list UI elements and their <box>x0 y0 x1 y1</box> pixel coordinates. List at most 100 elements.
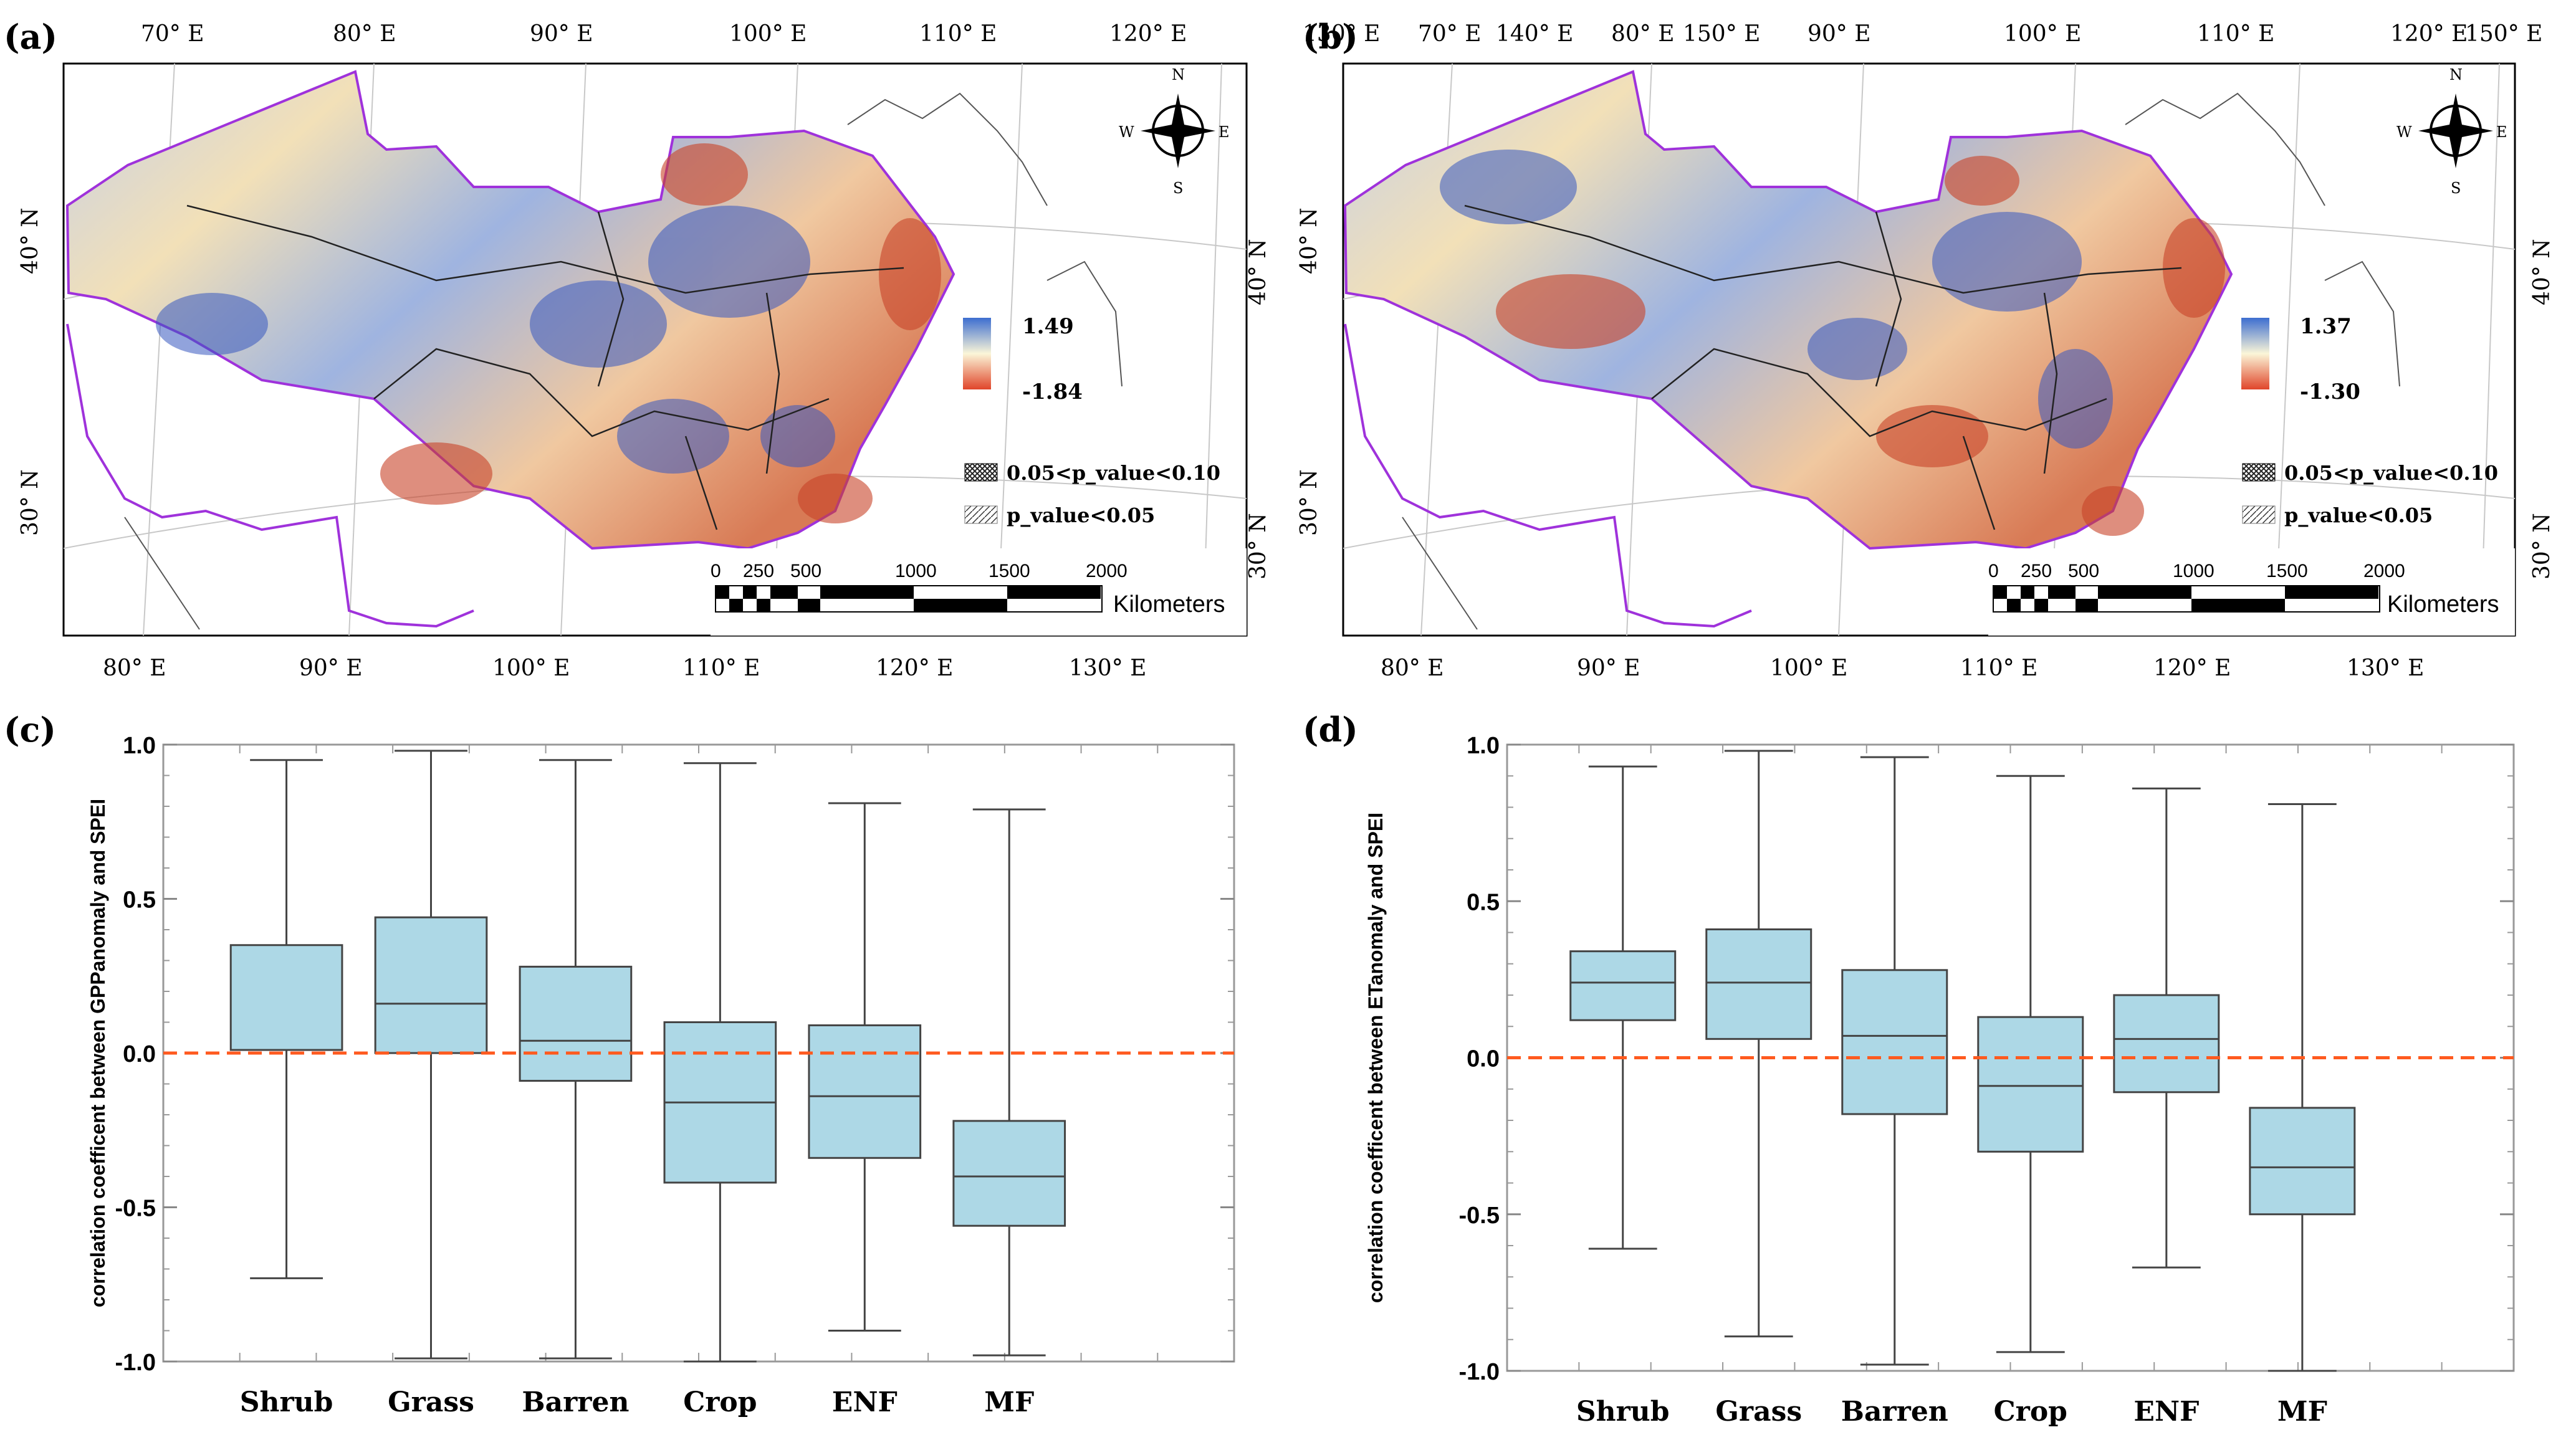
x-category-label: MF <box>2277 1396 2327 1428</box>
map-a-scalebar: 0 250 500 1000 1500 2000 Kilometers <box>711 548 1247 636</box>
scale-a-tick-0: 0 <box>711 561 721 581</box>
legend-b-colorbar <box>2241 318 2269 389</box>
scale-b-unit: Kilometers <box>2387 591 2499 618</box>
y-tick-label: -1.0 <box>1459 1359 1500 1385</box>
lat-b-left-1: 30° N <box>1296 469 1322 536</box>
scale-b-tick-3: 1000 <box>2173 561 2214 581</box>
legend-a-hatch-swatch <box>964 505 998 524</box>
legend-a-sig1: 0.05<p_value<0.10 <box>1007 461 1220 485</box>
lat-a-left-0: 40° N <box>17 207 43 274</box>
compass-a-e: E <box>1219 123 1230 141</box>
panel-label-c: (c) <box>4 710 56 750</box>
lon-b-bottom-1: 90° E <box>1577 656 1640 681</box>
y-tick-label: -0.5 <box>1459 1203 1500 1229</box>
compass-a-n: N <box>1172 66 1185 83</box>
map-a-compass: N S E W <box>1119 66 1230 197</box>
lon-b-top-1: 80° E <box>1611 21 1675 47</box>
lat-a-left-1: 30° N <box>17 469 43 536</box>
box-iqr <box>1841 969 1948 1115</box>
map-b-scalebar: 0 250 500 1000 1500 2000 Kilometers <box>1988 548 2515 636</box>
map-panel-b: (b) <box>1296 17 2555 681</box>
legend-a-sig2: p_value<0.05 <box>1007 503 1155 527</box>
lon-b-top-4: 110° E <box>2197 21 2274 47</box>
lat-a-right-1: 30° N <box>1245 513 1271 579</box>
lat-a-right-0: 40° N <box>1245 239 1271 305</box>
box-enf: ENF <box>808 802 922 1418</box>
map-a-coord-labels: 70° E 80° E 90° E 100° E 110° E 120° E 1… <box>17 21 1760 681</box>
lon-b-top-8: 150° E <box>2465 21 2542 47</box>
box-grass: Grass <box>1705 750 1812 1428</box>
map-b-legend: 1.37 -1.30 0.05<p_value<0.10 p_value<0.0… <box>2241 314 2498 527</box>
lon-a-top-1: 80° E <box>333 21 396 47</box>
lat-b-right-0: 40° N <box>2529 239 2555 305</box>
compass-a-s: S <box>1173 179 1183 197</box>
lon-a-top-6: 130° E <box>1303 21 1380 47</box>
legend-b-min: -1.30 <box>2300 379 2360 404</box>
map-a-blue-patches <box>156 206 835 474</box>
box-iqr <box>229 944 343 1051</box>
box-iqr <box>1569 950 1677 1021</box>
map-b-red-patches <box>1496 156 2225 536</box>
x-category-label: Grass <box>1715 1396 1802 1428</box>
compass-b-e: E <box>2496 123 2507 141</box>
lat-b-right-1: 30° N <box>2529 513 2555 579</box>
compass-b-n: N <box>2449 66 2463 83</box>
scale-b-tick-5: 2000 <box>2363 561 2405 581</box>
box-iqr <box>2113 994 2220 1094</box>
scale-b-tick-0: 0 <box>1988 561 1999 581</box>
y-tick-label: -1.0 <box>115 1350 156 1376</box>
scale-a-tick-3: 1000 <box>895 561 937 581</box>
x-category-label: ENF <box>2133 1396 2199 1428</box>
box-iqr <box>519 965 633 1082</box>
lon-b-bottom-2: 100° E <box>1770 656 1847 681</box>
scale-a-unit: Kilometers <box>1113 591 1225 618</box>
lon-a-bottom-0: 80° E <box>103 656 166 681</box>
legend-b-sig1: 0.05<p_value<0.10 <box>2284 461 2498 485</box>
legend-b-max: 1.37 <box>2300 314 2352 339</box>
box-crop: Crop <box>1977 775 2084 1428</box>
lon-a-bottom-1: 90° E <box>299 656 363 681</box>
map-a-basemap <box>124 92 1123 630</box>
x-category-label: Shrub <box>240 1386 333 1418</box>
scale-a-tick-1: 250 <box>743 561 774 581</box>
box-iqr <box>952 1120 1066 1227</box>
lon-a-bottom-2: 100° E <box>492 656 570 681</box>
legend-a-min: -1.84 <box>1022 379 1083 404</box>
y-tick-label: -0.5 <box>115 1196 156 1222</box>
lon-a-top-3: 100° E <box>729 21 807 47</box>
legend-a-colorbar <box>963 318 991 389</box>
lon-a-top-5: 120° E <box>1109 21 1187 47</box>
x-category-label: Shrub <box>1576 1396 1670 1428</box>
y-axis-title: correlation coefficent between ETanomaly… <box>1364 813 1387 1303</box>
box-crop: Crop <box>663 762 777 1418</box>
scale-b-tick-4: 1500 <box>2266 561 2308 581</box>
legend-b-sig2: p_value<0.05 <box>2284 503 2433 527</box>
map-a-legend: 1.49 -1.84 0.05<p_value<0.10 p_value<0.0… <box>963 314 1220 527</box>
panel-a-label: (a) <box>4 17 57 57</box>
x-category-label: Grass <box>388 1386 474 1418</box>
scale-a-tick-5: 2000 <box>1086 561 1128 581</box>
box-iqr <box>374 916 488 1054</box>
legend-a-crosshatch-swatch <box>964 463 998 482</box>
lon-b-bottom-5: 130° E <box>2347 656 2424 681</box>
lon-a-bottom-3: 110° E <box>682 656 760 681</box>
lon-a-top-8: 150° E <box>1683 21 1760 47</box>
box-mf: MF <box>2249 803 2356 1428</box>
y-tick-label: 0.0 <box>123 1041 156 1067</box>
map-a-admin-lines <box>186 204 904 530</box>
map-a-red-patches <box>380 143 941 523</box>
lon-a-top-7: 140° E <box>1496 21 1573 47</box>
panel-label-d: (d) <box>1303 710 1358 750</box>
legend-a-max: 1.49 <box>1022 314 1074 339</box>
legend-b-hatch-swatch <box>2242 505 2276 524</box>
lon-b-bottom-0: 80° E <box>1381 656 1444 681</box>
boxplot-panel-c: (c) 1.0 0.5 0.0 -0.5 -1.0 correlation coeffice… <box>4 710 1235 1418</box>
x-category-label: Barren <box>1841 1396 1948 1428</box>
box-iqr <box>2249 1107 2356 1216</box>
legend-b-crosshatch-swatch <box>2242 463 2276 482</box>
map-a-boundary-south <box>66 323 474 628</box>
lon-a-top-2: 90° E <box>530 21 593 47</box>
box-iqr <box>808 1024 922 1159</box>
scale-b-tick-1: 250 <box>2021 561 2052 581</box>
box-mf: MF <box>952 808 1066 1418</box>
